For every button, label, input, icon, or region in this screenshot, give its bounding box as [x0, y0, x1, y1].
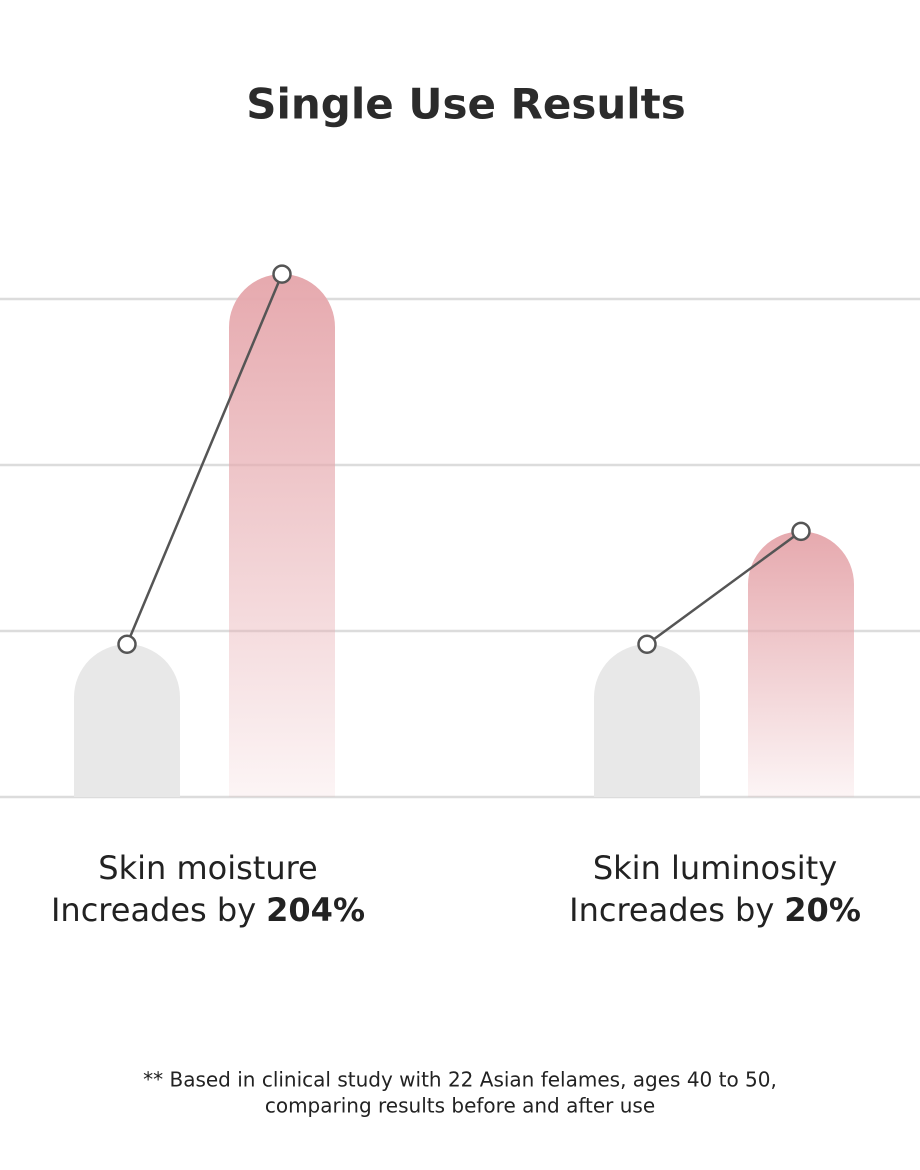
- caption-highlight: 20%: [784, 891, 861, 929]
- caption-text: Increades by: [51, 891, 256, 929]
- bar: [594, 644, 700, 797]
- category-label: Skin moisture: [98, 849, 317, 887]
- caption: Increades by 20%: [569, 891, 861, 929]
- caption: Increades by 204%: [51, 891, 365, 929]
- point-marker: [637, 634, 657, 655]
- footnote: comparing results before and after use: [265, 1094, 655, 1118]
- footnote: ** Based in clinical study with 22 Asian…: [143, 1068, 777, 1092]
- caption-highlight: 204%: [266, 891, 365, 929]
- point-marker: [117, 634, 137, 655]
- bar: [229, 274, 335, 798]
- connector-line: [125, 273, 284, 645]
- point-marker: [272, 264, 292, 284]
- caption-text: Increades by: [569, 891, 774, 929]
- bar: [74, 644, 180, 797]
- bar: [748, 531, 854, 797]
- chart-title: Single Use Results: [246, 80, 686, 129]
- point-marker: [791, 521, 811, 542]
- category-label: Skin luminosity: [593, 849, 837, 887]
- connector-line: [646, 530, 802, 646]
